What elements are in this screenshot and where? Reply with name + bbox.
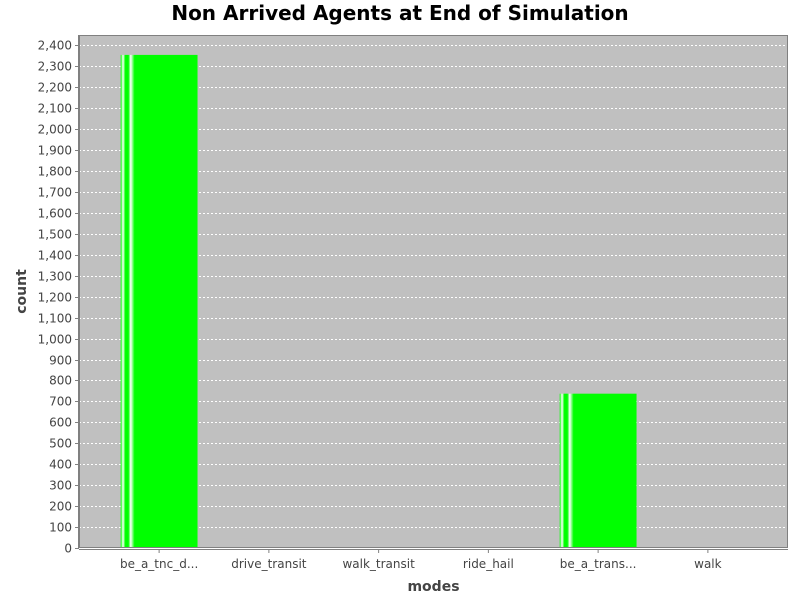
- y-tick-label: 2,300: [38, 60, 72, 74]
- y-tick-label: 300: [49, 479, 72, 493]
- y-tick-label: 800: [49, 374, 72, 388]
- y-tick-label: 100: [49, 521, 72, 535]
- y-tick-label: 1,000: [38, 333, 72, 347]
- bars: [120, 54, 637, 548]
- y-tick-label: 2,200: [38, 81, 72, 95]
- y-tick-label: 1,300: [38, 270, 72, 284]
- y-tick-label: 1,900: [38, 144, 72, 158]
- y-tick-label: 1,700: [38, 186, 72, 200]
- chart-title: Non Arrived Agents at End of Simulation: [171, 1, 629, 25]
- y-tick-label: 700: [49, 395, 72, 409]
- y-axis: 0 100 200 300 400 500 600 700 800 900 1,000 1,100 1,…: [38, 35, 79, 556]
- x-axis: be_a_tnc_d... drive_transit walk_transit ri…: [79, 549, 788, 571]
- y-tick-label: 0: [64, 542, 72, 556]
- x-tick-label: walk_transit: [342, 557, 415, 571]
- y-tick-label: 500: [49, 437, 72, 451]
- y-tick-label: 600: [49, 416, 72, 430]
- y-axis-label: count: [14, 269, 30, 314]
- x-tick-label: be_a_tnc_d...: [120, 557, 198, 571]
- y-tick-label: 900: [49, 354, 72, 368]
- y-tick-label: 1,100: [38, 312, 72, 326]
- x-tick-label: be_a_trans...: [560, 557, 637, 571]
- y-tick-label: 2,000: [38, 123, 72, 137]
- y-tick-label: 2,400: [38, 39, 72, 53]
- x-axis-label: modes: [407, 579, 459, 595]
- bar: [559, 393, 637, 548]
- x-tick-label: walk: [694, 557, 722, 571]
- y-tick-label: 1,600: [38, 207, 72, 221]
- bar: [120, 54, 198, 548]
- x-tick-label: ride_hail: [463, 557, 514, 571]
- y-tick-label: 1,800: [38, 165, 72, 179]
- y-tick-label: 200: [49, 500, 72, 514]
- y-tick-label: 1,500: [38, 228, 72, 242]
- plot-frame: [79, 35, 788, 548]
- y-tick-label: 400: [49, 458, 72, 472]
- x-tick-label: drive_transit: [231, 557, 307, 571]
- y-tick-label: 1,400: [38, 249, 72, 263]
- y-tick-label: 2,100: [38, 102, 72, 116]
- y-tick-label: 1,200: [38, 291, 72, 305]
